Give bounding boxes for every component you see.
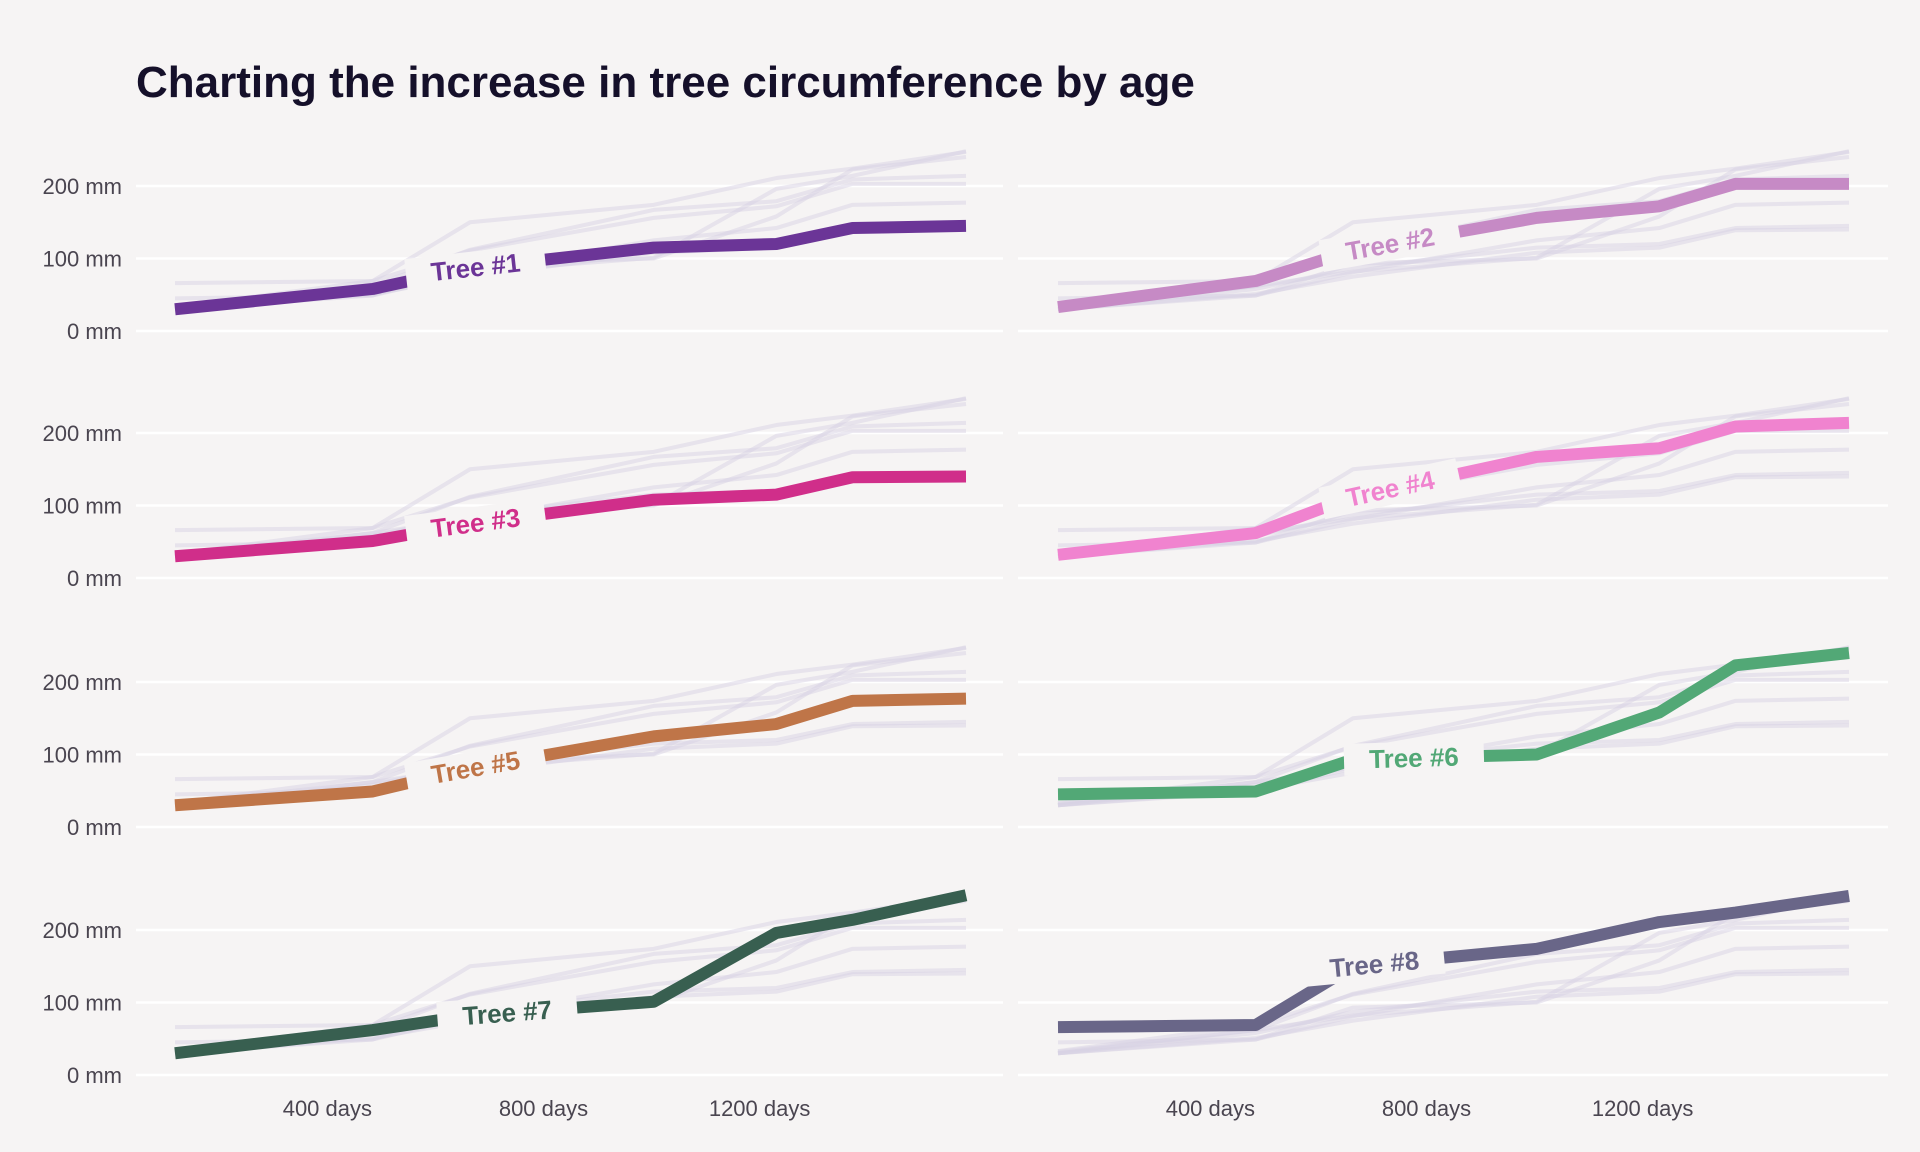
label-gap: [403, 739, 548, 796]
series-line: [1057, 177, 1849, 314]
label-gap: [1318, 458, 1463, 520]
y-tick-label: 0 mm: [67, 566, 122, 591]
y-tick-label: 100 mm: [43, 991, 122, 1016]
x-tick-label: 1200 days: [709, 1096, 811, 1121]
y-tick-label: 200 mm: [43, 421, 122, 446]
label-gap: [1318, 215, 1462, 272]
panel-8: Tree #8: [1018, 889, 1888, 1077]
panel-7: 0 mm 100 mm 200 mm Tree #7: [43, 889, 1003, 1088]
label-gap: [404, 497, 548, 548]
panel-2: Tree #2: [1018, 149, 1888, 333]
background-series-line: [174, 645, 967, 782]
x-tick-label: 400 days: [283, 1096, 372, 1121]
series-label: Tree #6: [1369, 742, 1459, 774]
label-gap: [1343, 739, 1485, 776]
x-tick-label: 800 days: [1382, 1096, 1471, 1121]
y-tick-label: 200 mm: [43, 174, 122, 199]
x-tick-label: 800 days: [499, 1096, 588, 1121]
background-series-line: [1057, 223, 1850, 312]
background-series-line: [174, 719, 967, 808]
label-gap: [404, 243, 547, 291]
background-series-line: [1057, 669, 1850, 806]
panel-6: Tree #6: [1018, 645, 1888, 829]
y-tick-label: 100 mm: [43, 247, 122, 272]
series-line: [174, 889, 968, 1060]
background-series-line: [174, 181, 966, 310]
y-tick-label: 200 mm: [43, 670, 122, 695]
series-line: [1057, 416, 1850, 561]
y-tick-label: 100 mm: [43, 494, 122, 519]
background-series-line: [174, 396, 967, 533]
x-tick-label: 400 days: [1166, 1096, 1255, 1121]
background-series-line: [174, 645, 967, 808]
series-line: [174, 470, 967, 563]
background-series-line: [1057, 719, 1850, 808]
panel-4: Tree #4: [1018, 396, 1888, 580]
background-series-line: [1057, 925, 1849, 1054]
background-series-line: [174, 925, 966, 1054]
series-line: [1057, 889, 1850, 1034]
background-series-line: [1057, 917, 1850, 1054]
background-series-line: [174, 428, 966, 557]
chart-title: Charting the increase in tree circumfere…: [136, 58, 1195, 107]
background-series-line: [1057, 428, 1849, 557]
label-gap: [1303, 941, 1446, 987]
series-label: Tree #8: [1328, 945, 1420, 983]
series-line: [174, 219, 967, 316]
y-tick-label: 100 mm: [43, 743, 122, 768]
background-series-line: [174, 173, 967, 310]
series-label: Tree #1: [429, 247, 521, 287]
background-series-line: [174, 917, 967, 1054]
background-series-line: [174, 420, 967, 557]
y-tick-label: 0 mm: [67, 815, 122, 840]
series-line: [1057, 647, 1850, 801]
y-tick-label: 0 mm: [67, 1063, 122, 1088]
series-label: Tree #7: [461, 994, 553, 1031]
panels: 0 mm 100 mm 200 mm Tree #1 Tree #2 0 mm 100 mm…: [43, 149, 1888, 1121]
background-series-line: [174, 669, 967, 806]
label-gap: [436, 991, 579, 1034]
background-series-line: [174, 149, 967, 286]
x-tick-label: 1200 days: [1592, 1096, 1694, 1121]
y-tick-label: 0 mm: [67, 319, 122, 344]
series-line: [174, 692, 967, 812]
background-series-line: [1057, 967, 1850, 1056]
panel-1: 0 mm 100 mm 200 mm Tree #1: [43, 149, 1003, 344]
y-tick-label: 200 mm: [43, 918, 122, 943]
